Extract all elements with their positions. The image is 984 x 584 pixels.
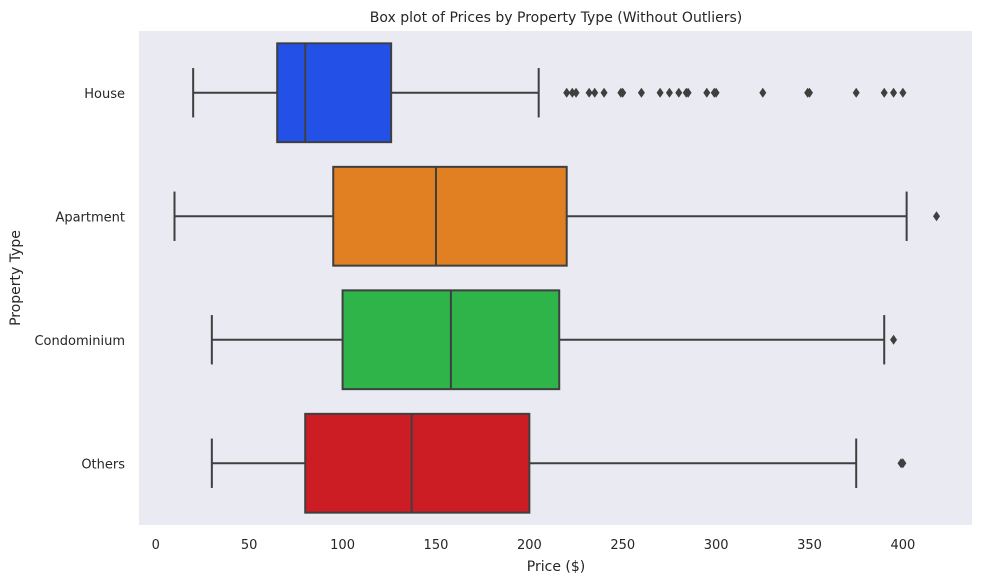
outlier-point-house [806,87,814,98]
outlier-point-condominium [890,334,898,345]
x-tick-label: 200 [517,538,542,553]
x-tick-label: 400 [890,538,915,553]
box-group-others [210,412,907,514]
plot-area [139,31,972,525]
outlier-point-house [665,87,673,98]
outlier-point-house [712,87,720,98]
box-apartment [332,165,568,267]
outlier-point-house [703,87,711,98]
y-tick-label-apartment: Apartment [55,210,125,225]
chart-title: Box plot of Prices by Property Type (Wit… [370,10,742,26]
x-tick-label: 350 [797,538,822,553]
box-others [304,412,531,514]
outlier-point-house [572,87,580,98]
y-tick-label-house: House [84,87,125,102]
outlier-point-apartment [933,211,941,222]
box-group-house [192,42,907,144]
outlier-point-house [656,87,664,98]
x-tick-label: 0 [152,538,160,553]
x-tick-label: 250 [610,538,635,553]
outlier-point-house [568,87,576,98]
outlier-point-house [563,87,571,98]
outlier-point-others [899,458,907,469]
outlier-point-house [852,87,860,98]
outlier-point-house [591,87,599,98]
outlier-point-house [585,87,593,98]
y-axis-categories: House Apartment Condominium Others [34,87,125,473]
outlier-point-house [637,87,645,98]
box-house [276,42,393,144]
y-axis-label: Property Type [8,230,24,326]
outlier-point-house [759,87,767,98]
outlier-point-house [899,87,907,98]
outlier-point-house [890,87,898,98]
box-group-condominium [210,289,898,391]
y-tick-label-others: Others [81,457,125,472]
outlier-point-house [684,87,692,98]
x-tick-label: 150 [424,538,449,553]
outlier-point-house [600,87,608,98]
x-axis-label: Price ($) [527,559,585,575]
box-group-apartment [173,165,941,267]
x-tick-label: 300 [704,538,729,553]
x-tick-label: 50 [241,538,258,553]
outlier-point-house [880,87,888,98]
outlier-point-house [675,87,683,98]
x-tick-label: 100 [330,538,355,553]
y-tick-label-condominium: Condominium [34,334,125,349]
x-axis-ticks: 0 50 100 150 200 250 300 350 400 [152,538,916,553]
outlier-point-house [619,87,627,98]
boxes-group [173,42,941,514]
